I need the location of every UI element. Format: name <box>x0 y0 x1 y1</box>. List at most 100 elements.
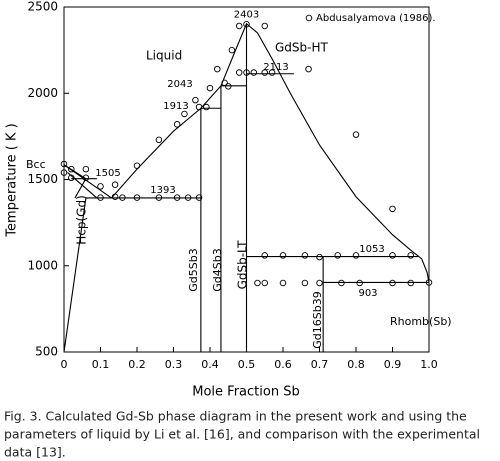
phase-label: Liquid <box>146 49 182 63</box>
phase-label: Rhomb(Sb) <box>390 315 452 328</box>
data-point <box>192 96 199 104</box>
data-point <box>224 83 232 90</box>
data-point <box>334 252 342 259</box>
x-tick-label: 0.5 <box>238 358 256 371</box>
y-tick-label: 2500 <box>27 0 58 14</box>
data-point <box>261 279 269 287</box>
data-point <box>250 69 258 76</box>
data-point <box>206 84 214 92</box>
data-point <box>338 279 345 287</box>
data-point <box>235 22 243 30</box>
phase-label: GdSb-HT <box>275 41 329 55</box>
x-tick-label: 0 <box>61 358 68 371</box>
x-tick-label: 0.4 <box>201 358 219 371</box>
data-point <box>155 136 163 144</box>
data-point <box>97 194 104 201</box>
data-point <box>195 103 203 111</box>
isotherm-label: 1913 <box>163 101 188 112</box>
data-point <box>301 279 309 287</box>
phase-boundary <box>111 22 430 283</box>
maximum-label: 2403 <box>234 10 259 21</box>
data-point <box>155 194 163 201</box>
y-axis-title: Temperature ( K ) <box>5 123 20 237</box>
data-point <box>261 22 269 30</box>
data-point <box>173 194 181 201</box>
x-tick-label: 0.8 <box>347 358 365 371</box>
data-point <box>279 279 287 287</box>
data-point <box>305 65 312 73</box>
data-point <box>243 69 250 76</box>
data-point <box>352 252 360 259</box>
x-tick-label: 1.0 <box>420 358 438 371</box>
data-point <box>111 181 119 188</box>
x-axis-title: Mole Fraction Sb <box>192 385 299 400</box>
data-point <box>279 252 287 259</box>
phase-boundary <box>63 164 87 199</box>
data-point <box>407 252 415 259</box>
isotherm-label: 1393 <box>150 185 175 196</box>
x-tick-label: 0.3 <box>165 358 183 371</box>
y-tick-label: 1500 <box>27 172 58 186</box>
x-tick-label: 0.1 <box>92 358 110 371</box>
x-tick-label: 0.2 <box>128 358 146 371</box>
data-point <box>356 279 363 287</box>
phase-label: Gd16Sb39 <box>311 291 324 348</box>
isotherm-label: 2113 <box>263 62 288 73</box>
data-point <box>261 69 269 76</box>
phase-boundary <box>67 172 98 199</box>
data-point <box>389 279 396 287</box>
data-point <box>203 103 210 111</box>
data-point <box>133 162 141 169</box>
data-point <box>82 174 90 182</box>
legend-label: Abdusalyamova (1986). <box>316 13 436 24</box>
data-point <box>214 65 221 73</box>
data-point <box>261 252 269 259</box>
y-tick-label: 1000 <box>27 258 58 272</box>
data-point <box>235 69 243 76</box>
phase-boundary <box>63 197 87 353</box>
isotherm-label: 1505 <box>95 168 120 179</box>
y-tick-label: 500 <box>35 345 58 359</box>
data-point <box>316 253 323 261</box>
data-point <box>181 110 188 118</box>
phase-label: Gd5Sb3 <box>187 248 200 291</box>
data-point <box>221 79 228 87</box>
phase-label: Gd4Sb3 <box>211 248 224 291</box>
data-point <box>68 174 75 182</box>
data-point <box>119 194 126 201</box>
x-tick-label: 0.6 <box>274 358 292 371</box>
y-tick-label: 2000 <box>27 86 58 100</box>
data-point <box>68 165 75 173</box>
phase-label: Hcp(Gd) <box>75 195 89 245</box>
phase-label: Bcc <box>26 158 46 171</box>
data-point <box>228 46 236 54</box>
data-point <box>60 160 68 168</box>
data-point <box>407 279 415 287</box>
data-point <box>316 279 323 287</box>
caption-line: parameters of liquid by Li et al. [16], … <box>4 427 480 442</box>
data-point <box>133 194 141 201</box>
data-point <box>254 279 261 287</box>
data-point <box>60 169 68 176</box>
data-point <box>268 69 276 76</box>
data-point <box>184 194 192 201</box>
isotherm-label: 1053 <box>359 244 384 255</box>
data-point <box>97 183 104 190</box>
data-point <box>389 252 396 259</box>
caption-line: data [13]. <box>4 445 66 460</box>
data-point <box>243 21 250 28</box>
isotherm-label: 903 <box>358 288 377 299</box>
data-point <box>111 193 119 200</box>
phase-label: GdSb-LT <box>236 240 250 290</box>
data-point <box>82 165 90 173</box>
x-tick-label: 0.7 <box>311 358 329 371</box>
caption-line: Fig. 3. Calculated Gd-Sb phase diagram i… <box>4 409 467 424</box>
data-point <box>389 205 396 213</box>
isotherm-label: 2043 <box>167 79 192 90</box>
data-point <box>425 279 433 286</box>
data-point <box>352 131 360 138</box>
data-point <box>195 194 203 201</box>
x-tick-label: 0.9 <box>384 358 402 371</box>
